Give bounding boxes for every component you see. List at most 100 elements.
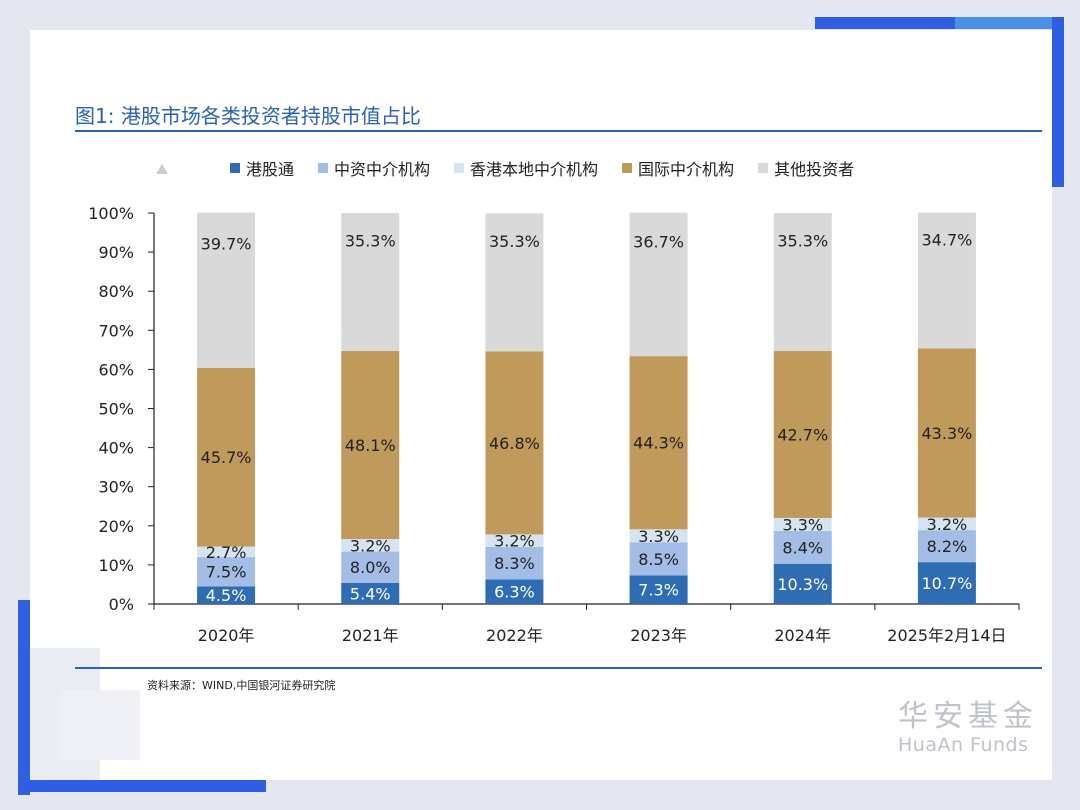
legend-swatch-xianggang (454, 163, 465, 173)
data-label-gangutong: 6.3% (494, 583, 535, 602)
bar-segment-guoji (197, 367, 256, 547)
data-label-gangutong: 4.5% (206, 586, 247, 605)
frame-accent-bottom (18, 780, 266, 792)
brand-logo: 华安基金 HuaAn Funds (898, 699, 1038, 757)
bar-segment-zhongzi (629, 542, 688, 576)
bottom-rule (75, 667, 1042, 669)
data-label-xianggang: 3.2% (350, 536, 391, 555)
bar-segment-guoji (629, 356, 688, 530)
bar-segment-zhongzi (773, 530, 832, 564)
logo-english: HuaAn Funds (898, 734, 1029, 756)
data-label-xianggang: 3.2% (927, 515, 968, 534)
data-label-guoji: 46.8% (489, 434, 540, 453)
legend-swatch-qita (758, 163, 769, 173)
y-tick-label: 20% (98, 517, 134, 536)
y-tick-label: 10% (98, 556, 134, 575)
bar-segment-guoji (341, 351, 400, 540)
legend-item-qita: 其他投资者 (758, 156, 854, 180)
data-label-guoji: 42.7% (777, 426, 828, 445)
bar-segment-gangutong (341, 582, 400, 604)
y-tick-label: 70% (98, 321, 134, 340)
bar-segment-gangutong (629, 575, 688, 604)
data-label-zhongzi: 8.0% (350, 558, 391, 577)
data-label-guoji: 48.1% (345, 436, 396, 455)
y-tick-label: 50% (98, 400, 134, 419)
y-tick-label: 0% (109, 595, 134, 614)
bar-segment-xianggang (629, 529, 688, 543)
bar-segment-guoji (917, 348, 976, 518)
bar-segment-gangutong (197, 586, 256, 604)
x-tick-label: 2021年 (342, 626, 399, 645)
x-tick-label: 2024年 (774, 626, 831, 645)
bar-segment-zhongzi (917, 530, 976, 563)
data-label-gangutong: 10.7% (922, 574, 973, 593)
bar-segment-zhongzi (485, 546, 544, 580)
bar-segment-qita (197, 212, 256, 368)
legend-item-zhongzi: 中资中介机构 (318, 156, 430, 180)
legend-item-xianggang: 香港本地中介机构 (454, 156, 598, 180)
data-label-guoji: 45.7% (201, 448, 252, 467)
legend-item-gangutong: 港股通 (230, 156, 294, 180)
data-label-guoji: 43.3% (922, 424, 973, 443)
data-label-qita: 34.7% (922, 231, 973, 250)
legend-label-xianggang: 香港本地中介机构 (470, 160, 599, 179)
legend-label-zhongzi: 中资中介机构 (334, 160, 431, 179)
bar-segment-qita (341, 213, 400, 352)
data-label-qita: 35.3% (777, 232, 828, 251)
y-tick-label: 30% (98, 478, 134, 497)
legend-label-gangutong: 港股通 (246, 160, 295, 179)
bar-segment-zhongzi (197, 557, 256, 587)
data-label-guoji: 44.3% (633, 434, 684, 453)
legend-label-guoji: 国际中介机构 (638, 160, 735, 179)
data-label-xianggang: 3.2% (494, 532, 535, 551)
data-label-gangutong: 7.3% (638, 581, 679, 600)
chart-title: 图1: 港股市场各类投资者持股市值占比 (75, 104, 421, 128)
logo-chinese: 华安基金 (898, 699, 1038, 734)
bar-segment-zhongzi (341, 551, 400, 583)
bar-segment-xianggang (341, 539, 400, 552)
frame-accent-right (1052, 17, 1064, 187)
data-label-xianggang: 2.7% (206, 543, 247, 562)
data-label-gangutong: 10.3% (777, 575, 828, 594)
data-label-zhongzi: 7.5% (206, 563, 247, 582)
bar-segment-gangutong (917, 562, 976, 604)
y-tick-label: 80% (98, 282, 134, 301)
y-tick-label: 40% (98, 439, 134, 458)
data-label-zhongzi: 8.2% (927, 537, 968, 556)
legend-item-guoji: 国际中介机构 (622, 156, 734, 180)
x-tick-label: 2020年 (198, 626, 255, 645)
legend-swatch-guoji (622, 163, 633, 173)
decor-square-inner (60, 690, 140, 760)
bar-segment-qita (485, 213, 544, 352)
legend-swatch-zhongzi (318, 163, 329, 173)
bar-segment-guoji (485, 351, 544, 535)
data-label-qita: 35.3% (345, 232, 396, 251)
bar-segment-qita (917, 212, 976, 349)
data-label-zhongzi: 8.4% (782, 538, 823, 557)
data-label-qita: 35.3% (489, 232, 540, 251)
data-label-zhongzi: 8.5% (638, 550, 679, 569)
legend-scroll-marker (156, 164, 168, 174)
y-tick-label: 100% (88, 204, 134, 223)
source-note: 资料来源：WIND,中国银河证券研究院 (147, 679, 336, 692)
legend-swatch-gangutong (230, 163, 240, 173)
bar-segment-qita (629, 212, 688, 357)
bar-segment-qita (773, 213, 832, 352)
bar-segment-xianggang (197, 546, 256, 558)
bar-segment-gangutong (773, 563, 832, 604)
bar-segment-guoji (773, 351, 832, 518)
x-tick-label: 2022年 (486, 626, 543, 645)
legend: 港股通 中资中介机构 香港本地中介机构 国际中介机构 其他投资者 (230, 157, 878, 179)
x-tick-label: 2025年2月14日 (887, 626, 1006, 645)
data-label-xianggang: 3.3% (638, 527, 679, 546)
x-tick-label: 2023年 (630, 626, 687, 645)
frame-accent-top-light (955, 17, 1052, 29)
bar-segment-xianggang (917, 517, 976, 531)
y-tick-label: 60% (98, 360, 134, 379)
legend-label-qita: 其他投资者 (774, 160, 855, 179)
data-label-qita: 36.7% (633, 232, 684, 251)
data-label-xianggang: 3.3% (782, 515, 823, 534)
bar-segment-xianggang (773, 517, 832, 531)
y-tick-label: 90% (98, 243, 134, 262)
